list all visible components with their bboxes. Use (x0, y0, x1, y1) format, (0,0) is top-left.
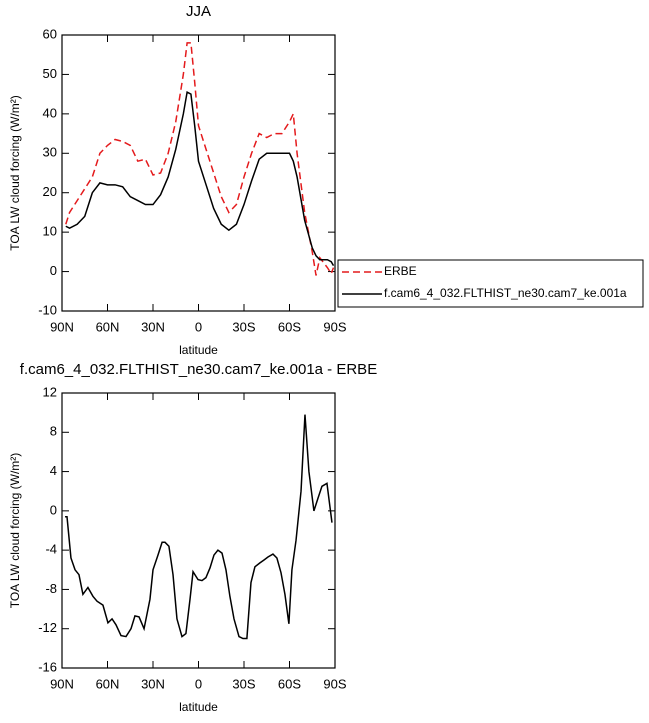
x-tick-label: 30S (232, 676, 255, 691)
plot-frame (61, 34, 336, 312)
y-tick-label: 0 (50, 502, 57, 517)
y-axis-label: TOA LW cloud forcing (W/m²) (8, 453, 22, 609)
x-tick-label: 0 (195, 676, 202, 691)
y-tick-label: 8 (50, 424, 57, 439)
y-tick-label: 0 (50, 263, 57, 278)
plot-frame (61, 392, 336, 669)
y-tick-label: 10 (43, 224, 57, 239)
y-tick-label: 40 (43, 105, 57, 120)
series-line (65, 42, 335, 276)
x-tick-label: 30N (141, 676, 165, 691)
x-tick-label: 60S (278, 319, 301, 334)
x-tick-label: 90N (50, 319, 74, 334)
x-tick-label: 30S (232, 319, 255, 334)
x-tick-label: 60N (96, 676, 120, 691)
x-axis-label: latitude (179, 343, 218, 357)
y-tick-label: -16 (38, 659, 57, 674)
y-tick-label: 30 (43, 145, 57, 160)
y-tick-label: 60 (43, 26, 57, 41)
y-tick-label: 12 (43, 384, 57, 399)
x-tick-label: 90N (50, 676, 74, 691)
series-line (65, 414, 333, 640)
y-tick-label: -8 (45, 581, 57, 596)
y-tick-label: 50 (43, 66, 57, 81)
x-tick-label: 0 (195, 319, 202, 334)
y-tick-label: -12 (38, 620, 57, 635)
series-line (65, 91, 335, 267)
chart-title: f.cam6_4_032.FLTHIST_ne30.cam7_ke.001a -… (20, 361, 377, 378)
y-axis-label: TOA LW cloud forcing (W/m²) (8, 95, 22, 251)
x-tick-label: 60S (278, 676, 301, 691)
x-tick-label: 30N (141, 319, 165, 334)
x-tick-label: 90S (323, 319, 346, 334)
y-tick-label: -10 (38, 302, 57, 317)
x-tick-label: 90S (323, 676, 346, 691)
y-tick-label: 20 (43, 184, 57, 199)
legend-label: f.cam6_4_032.FLTHIST_ne30.cam7_ke.001a (384, 286, 627, 300)
y-tick-label: 4 (50, 463, 57, 478)
legend-box (337, 259, 644, 308)
x-axis-label: latitude (179, 700, 218, 714)
chart-title: JJA (186, 3, 211, 20)
x-tick-label: 60N (96, 319, 120, 334)
legend-label: ERBE (384, 264, 417, 278)
y-tick-label: -4 (45, 542, 57, 557)
